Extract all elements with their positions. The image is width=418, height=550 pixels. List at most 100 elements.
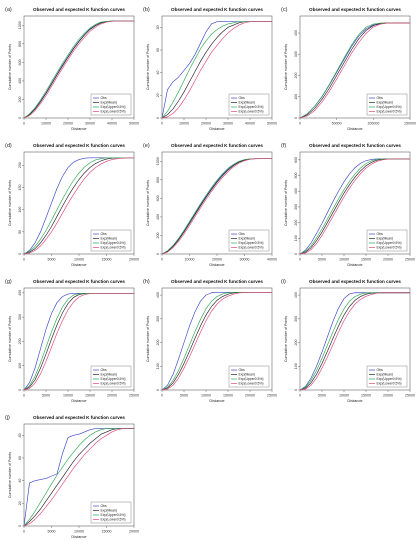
- panel-label: (c): [281, 7, 288, 13]
- x-tick-label: 50000: [267, 122, 277, 126]
- y-tick-label: 50: [18, 230, 22, 234]
- y-axis-label: Cumulative number of Points: [8, 44, 12, 90]
- x-tick-label: 20000: [129, 530, 139, 534]
- x-tick-label: 15000: [361, 258, 371, 262]
- x-tick-label: 10000: [339, 258, 349, 262]
- panel-label: (b): [143, 7, 150, 13]
- x-axis-label: Distance: [71, 398, 86, 403]
- y-tick-label: 100: [294, 235, 298, 241]
- legend-entry: Exp(Mean): [377, 101, 394, 105]
- x-tick-label: 25000: [405, 258, 415, 262]
- x-tick-label: 20000: [383, 394, 393, 398]
- y-tick-label: 60: [18, 456, 22, 460]
- y-tick-label: 100: [18, 363, 22, 369]
- y-tick-label: 0: [18, 253, 22, 255]
- y-tick-label: 1000: [18, 21, 22, 29]
- legend-box: [90, 501, 132, 524]
- series-line-3: [23, 428, 134, 527]
- x-axis-label: Distance: [71, 126, 86, 131]
- legend-entry: Exp(Lower0.5%): [101, 110, 126, 114]
- x-tick-label: 30000: [240, 258, 250, 262]
- y-tick-label: 400: [294, 30, 298, 36]
- y-tick-label: 400: [294, 292, 298, 298]
- x-tick-label: 30000: [85, 122, 95, 126]
- y-axis-label: Cumulative number of Points: [146, 180, 150, 226]
- y-tick-label: 500: [294, 173, 298, 179]
- y-tick-label: 0: [156, 389, 160, 391]
- legend-box: [366, 93, 408, 116]
- series-line-3: [299, 22, 410, 119]
- x-tick-label: 40000: [245, 122, 255, 126]
- x-tick-label: 0: [23, 530, 25, 534]
- x-tick-label: 20000: [212, 258, 222, 262]
- series-line-3: [161, 21, 272, 119]
- y-tick-label: 0: [18, 389, 22, 391]
- x-tick-label: 20000: [201, 122, 211, 126]
- legend-box: [366, 229, 408, 252]
- plot-frame: [161, 287, 273, 391]
- x-tick-label: 15000: [223, 394, 233, 398]
- plot-frame: [161, 15, 273, 119]
- legend-entry: Exp(Upper0.5%): [101, 377, 126, 381]
- x-tick-label: 20000: [129, 258, 139, 262]
- y-tick-label: 400: [294, 188, 298, 194]
- y-tick-label: 0: [156, 253, 160, 255]
- chart-panel: (h) Observed and expected K function curv…: [143, 279, 277, 403]
- y-tick-label: 600: [294, 157, 298, 163]
- y-tick-label: 200: [18, 96, 22, 102]
- panel-label: (a): [5, 7, 12, 13]
- chart-panel: (a) Observed and expected K function curv…: [5, 7, 139, 131]
- x-tick-label: 40000: [267, 258, 277, 262]
- x-tick-label: 15000: [102, 258, 112, 262]
- x-tick-label: 20000: [383, 258, 393, 262]
- y-tick-label: 40: [18, 479, 22, 483]
- legend-entry: Exp(Lower0.5%): [239, 382, 264, 386]
- panel-label: (h): [143, 279, 150, 285]
- legend-entry: Obs: [239, 232, 246, 236]
- chart-title: Observed and expected K function curves: [309, 7, 401, 12]
- legend-entry: Exp(Mean): [377, 237, 394, 241]
- x-tick-label: 5000: [318, 394, 326, 398]
- legend-box: [228, 93, 270, 116]
- y-tick-label: 100: [294, 94, 298, 100]
- y-tick-label: 400: [156, 214, 160, 220]
- y-tick-label: 200: [18, 338, 22, 344]
- chart-title: Observed and expected K function curves: [33, 143, 125, 148]
- x-tick-label: 10000: [185, 258, 195, 262]
- y-tick-label: 800: [156, 177, 160, 183]
- y-tick-label: 0: [294, 389, 298, 391]
- legend-entry: Exp(Upper0.5%): [377, 241, 402, 245]
- legend-entry: Exp(Lower0.5%): [101, 246, 126, 250]
- x-tick-label: 50000: [129, 122, 139, 126]
- y-tick-label: 300: [156, 316, 160, 322]
- legend-entry: Obs: [101, 368, 108, 372]
- chart-title: Observed and expected K function curves: [33, 279, 125, 284]
- y-axis-label: Cumulative number of Points: [8, 316, 12, 362]
- x-tick-label: 10000: [201, 394, 211, 398]
- y-tick-label: 20: [156, 93, 160, 97]
- x-tick-label: 10000: [339, 394, 349, 398]
- y-tick-label: 600: [18, 59, 22, 65]
- y-axis-label: Cumulative number of Points: [284, 316, 288, 362]
- x-tick-label: 10000: [63, 394, 73, 398]
- x-tick-label: 100000: [367, 122, 379, 126]
- x-tick-label: 25000: [129, 394, 139, 398]
- legend-entry: Obs: [377, 232, 384, 236]
- x-tick-label: 10000: [179, 122, 189, 126]
- y-tick-label: 200: [294, 340, 298, 346]
- legend-entry: Obs: [101, 232, 108, 236]
- x-tick-label: 20000: [107, 394, 117, 398]
- y-tick-label: 300: [294, 204, 298, 210]
- y-axis-label: Cumulative number of Points: [8, 180, 12, 226]
- chart-title: Observed and expected K function curves: [171, 279, 263, 284]
- legend-entry: Exp(Lower0.5%): [101, 518, 126, 522]
- x-tick-label: 0: [299, 122, 301, 126]
- legend-entry: Obs: [101, 504, 108, 508]
- x-tick-label: 15000: [85, 394, 95, 398]
- x-tick-label: 5000: [42, 394, 50, 398]
